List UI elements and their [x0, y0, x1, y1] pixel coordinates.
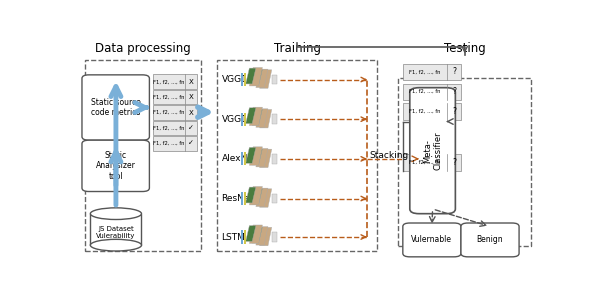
Polygon shape: [245, 68, 256, 84]
Text: Meta-
Classifier: Meta- Classifier: [423, 132, 442, 170]
FancyBboxPatch shape: [410, 88, 455, 214]
Polygon shape: [245, 187, 256, 203]
Text: F1, f2, ..., fn: F1, f2, ..., fn: [153, 125, 184, 131]
Polygon shape: [252, 149, 262, 165]
Text: Data processing: Data processing: [95, 42, 191, 55]
Text: ?: ?: [452, 107, 456, 116]
Text: ResNet: ResNet: [221, 194, 254, 203]
Ellipse shape: [91, 208, 142, 219]
Polygon shape: [256, 109, 268, 127]
Polygon shape: [256, 188, 268, 207]
Ellipse shape: [91, 239, 142, 251]
Bar: [403, 103, 461, 120]
Polygon shape: [256, 69, 268, 88]
Polygon shape: [260, 149, 272, 168]
Text: LSTM: LSTM: [221, 232, 245, 241]
Bar: [241, 152, 244, 165]
Polygon shape: [245, 108, 256, 124]
Text: Training: Training: [274, 42, 321, 55]
FancyBboxPatch shape: [82, 75, 149, 140]
Text: ✓: ✓: [188, 141, 194, 146]
Polygon shape: [256, 227, 268, 245]
Text: X: X: [189, 94, 194, 100]
Polygon shape: [256, 148, 268, 167]
Bar: [244, 192, 245, 205]
Bar: [244, 152, 245, 165]
Text: · · ·: · · ·: [424, 152, 440, 161]
FancyBboxPatch shape: [403, 223, 461, 257]
Polygon shape: [245, 148, 256, 163]
Text: Static
Analysizer
tool: Static Analysizer tool: [96, 151, 136, 181]
Bar: [153, 121, 197, 135]
Text: ✓: ✓: [188, 125, 194, 131]
Text: F1, f2, ..., fn: F1, f2, ..., fn: [153, 95, 184, 100]
Bar: [91, 214, 142, 245]
Polygon shape: [260, 227, 272, 246]
Text: ?: ?: [452, 67, 456, 76]
Text: Static source
code metrics: Static source code metrics: [91, 98, 140, 117]
Bar: [272, 232, 277, 242]
Bar: [244, 231, 245, 244]
Polygon shape: [252, 109, 262, 125]
Text: F1, f2, ..., fn: F1, f2, ..., fn: [409, 160, 440, 165]
FancyBboxPatch shape: [461, 223, 519, 257]
Bar: [241, 113, 244, 126]
Text: ?: ?: [452, 158, 456, 167]
Text: F1, f2, ..., fn: F1, f2, ..., fn: [409, 89, 440, 94]
Polygon shape: [250, 68, 262, 86]
Polygon shape: [260, 109, 272, 128]
Bar: [403, 154, 461, 171]
Polygon shape: [245, 226, 256, 241]
Text: Testing: Testing: [444, 42, 485, 55]
Bar: [241, 73, 244, 86]
Text: F1, f2, ..., fn: F1, f2, ..., fn: [409, 69, 440, 74]
Bar: [153, 90, 197, 105]
Text: F1, f2, ..., fn: F1, f2, ..., fn: [153, 79, 184, 84]
Polygon shape: [252, 70, 262, 85]
Bar: [272, 75, 277, 84]
Bar: [153, 75, 197, 89]
Text: AlexNet: AlexNet: [221, 154, 257, 163]
Polygon shape: [260, 189, 272, 207]
Text: X: X: [189, 110, 194, 116]
Bar: [272, 154, 277, 164]
Polygon shape: [252, 227, 262, 243]
Text: Benign: Benign: [476, 235, 503, 245]
Bar: [403, 64, 461, 80]
Text: JS Dataset
Vulerability: JS Dataset Vulerability: [96, 226, 136, 239]
Text: F1, f2, ..., fn: F1, f2, ..., fn: [153, 110, 184, 115]
Bar: [272, 194, 277, 203]
Text: VGG16: VGG16: [221, 75, 253, 84]
Text: VGG19: VGG19: [221, 115, 253, 124]
FancyBboxPatch shape: [82, 140, 149, 191]
Text: Stacking: Stacking: [370, 151, 409, 160]
Text: ?: ?: [452, 87, 456, 96]
Text: F1, f2, ..., fn: F1, f2, ..., fn: [153, 141, 184, 146]
Text: X: X: [189, 79, 194, 85]
Bar: [272, 114, 277, 124]
Bar: [241, 192, 244, 205]
Bar: [153, 136, 197, 151]
Bar: [244, 113, 245, 126]
Polygon shape: [250, 186, 262, 205]
Polygon shape: [250, 225, 262, 243]
Bar: [244, 73, 245, 86]
Polygon shape: [252, 189, 262, 205]
Polygon shape: [250, 147, 262, 165]
Polygon shape: [250, 107, 262, 126]
Bar: [403, 84, 461, 100]
Polygon shape: [260, 70, 272, 88]
Bar: [241, 231, 244, 244]
Text: Vulernable: Vulernable: [412, 235, 452, 245]
Text: F1, f2, ..., fn: F1, f2, ..., fn: [409, 109, 440, 114]
Bar: [153, 105, 197, 120]
